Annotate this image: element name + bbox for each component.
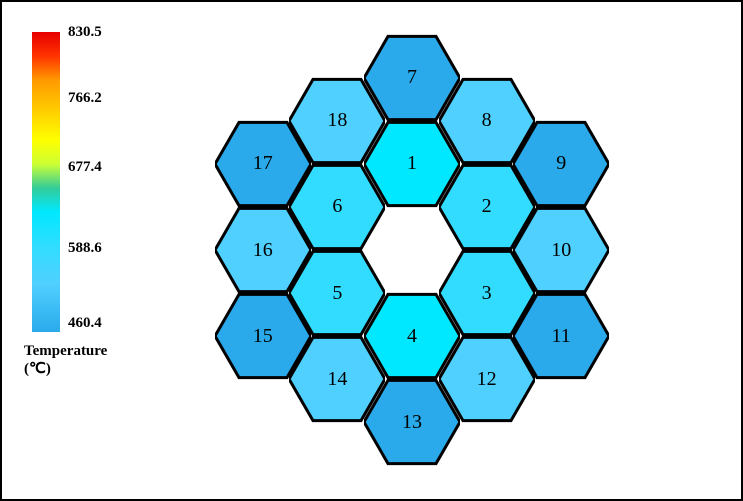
legend-label: Temperature(℃): [24, 342, 107, 378]
hex-label: 4: [407, 325, 417, 348]
hex-label: 7: [407, 66, 417, 89]
legend-tick: 460.4: [68, 315, 102, 332]
hex-label: 12: [477, 368, 497, 391]
hex-label: 1: [407, 152, 417, 175]
legend-tick: 766.2: [68, 90, 102, 107]
hex-label: 14: [327, 368, 347, 391]
hex-label: 15: [253, 325, 273, 348]
hex-label: 16: [253, 239, 273, 262]
legend-colorbar: [32, 32, 60, 332]
hex-cell-15: 15: [215, 288, 311, 384]
hex-label: 8: [482, 109, 492, 132]
hex-cell-10: 10: [513, 202, 609, 298]
hex-label: 2: [482, 195, 492, 218]
hex-label: 3: [482, 282, 492, 305]
hex-label: 13: [402, 411, 422, 434]
hex-label: 9: [556, 152, 566, 175]
hex-cell-16: 16: [215, 202, 311, 298]
hex-label: 17: [253, 152, 273, 175]
hex-cell-18: 18: [289, 73, 385, 169]
legend-tick: 830.5: [68, 24, 102, 41]
hex-label: 6: [332, 195, 342, 218]
hex-label: 10: [551, 239, 571, 262]
hex-label: 18: [327, 109, 347, 132]
diagram-frame: 830.5766.2677.4588.6460.4Temperature(℃) …: [0, 0, 743, 501]
hex-label: 5: [332, 282, 342, 305]
legend-tick: 677.4: [68, 159, 102, 176]
hex-cell-9: 9: [513, 116, 609, 212]
hex-label: 11: [552, 325, 571, 348]
legend-tick: 588.6: [68, 240, 102, 257]
